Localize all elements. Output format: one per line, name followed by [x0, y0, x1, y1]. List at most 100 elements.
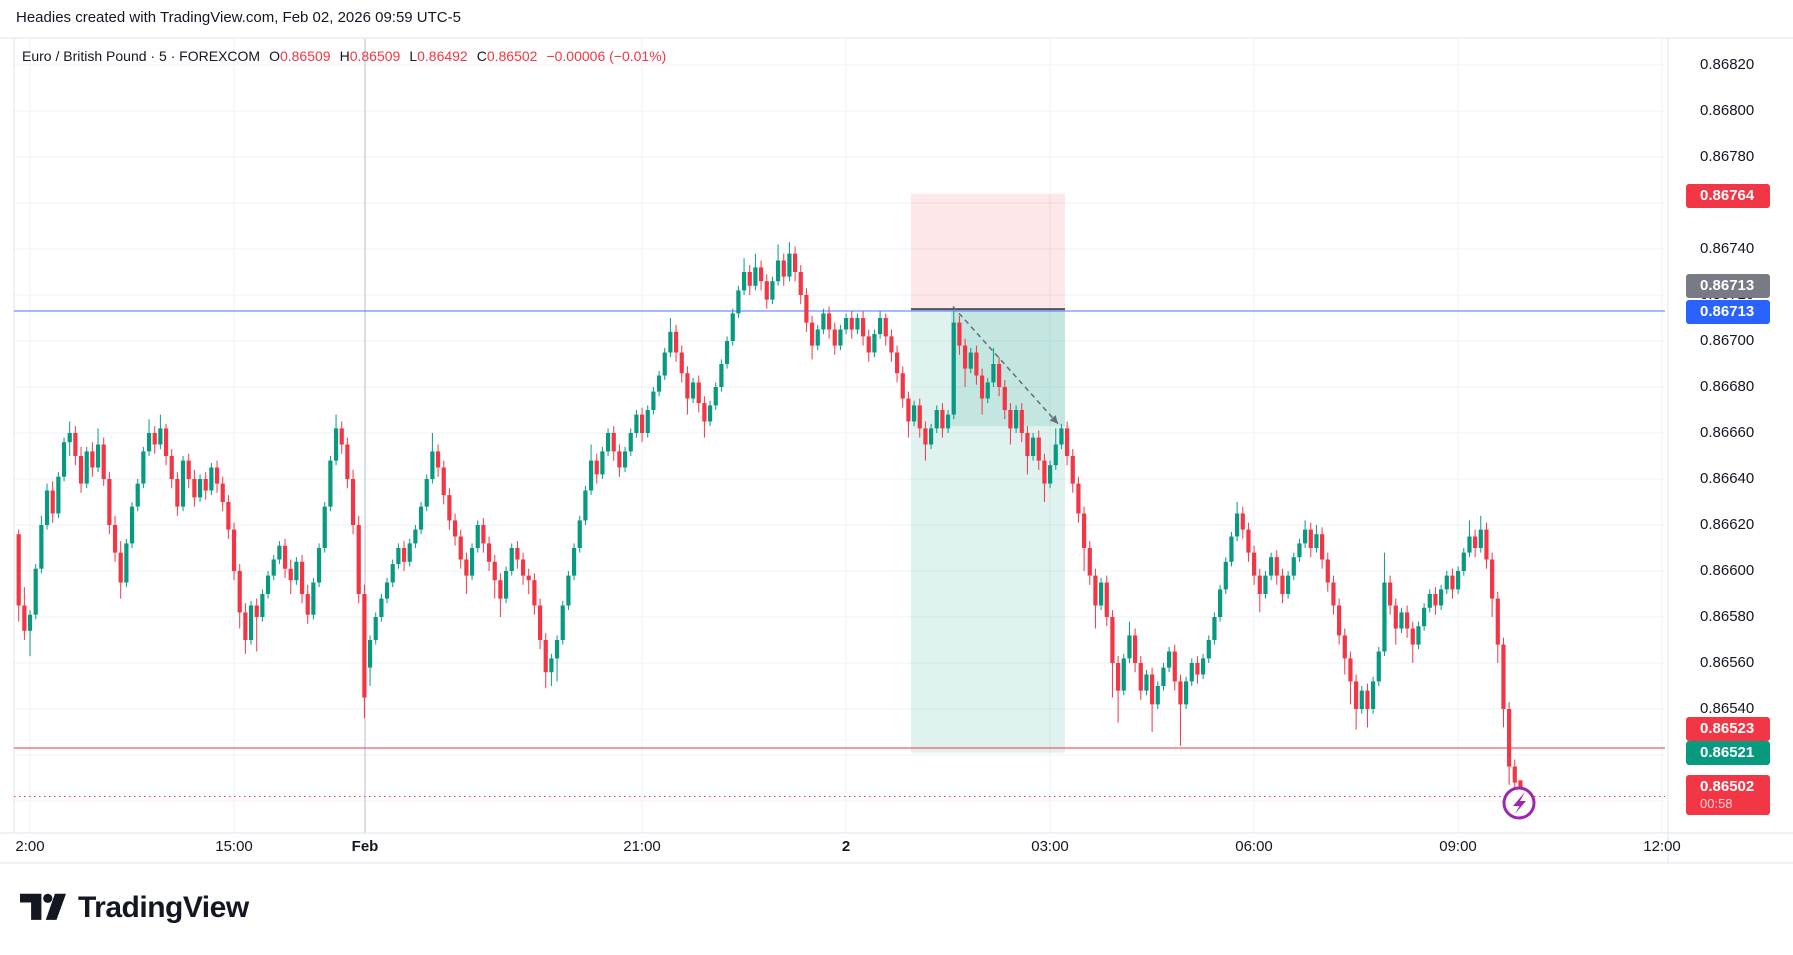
candle-body: [90, 451, 95, 468]
candle-body: [22, 605, 27, 631]
target-price-badge: 0.86521: [1686, 741, 1770, 765]
candle-body: [401, 548, 407, 562]
candle-body: [787, 253, 792, 277]
candle-body: [1201, 658, 1206, 675]
candle-body: [600, 451, 605, 475]
candle-body: [1206, 640, 1211, 659]
candle-body: [384, 582, 390, 599]
candle-body: [1178, 681, 1183, 705]
candle-body: [1110, 617, 1115, 663]
candle-body: [248, 605, 254, 640]
candle-body: [526, 575, 531, 581]
candle-body: [843, 318, 849, 330]
candle-body: [464, 559, 469, 576]
candle-body: [197, 479, 203, 498]
candle-body: [277, 545, 282, 560]
risk-box: [911, 193, 1065, 312]
candle-body: [1246, 529, 1251, 553]
candle-body: [1172, 651, 1177, 682]
candle-body: [1495, 598, 1500, 645]
candle-body: [1308, 529, 1313, 548]
candle-body: [447, 495, 452, 521]
candle-body: [1053, 444, 1058, 466]
candle-body: [622, 451, 628, 468]
candle-body: [974, 352, 979, 376]
candle-body: [203, 479, 208, 491]
candle-body: [724, 341, 730, 364]
time-tick-label: 12:00: [1643, 838, 1681, 855]
candle-body: [1229, 536, 1234, 562]
candle-body: [543, 640, 548, 673]
candle-body: [1388, 582, 1393, 606]
candle-body: [441, 467, 446, 496]
candle-body: [186, 460, 191, 479]
candle-body: [1354, 681, 1359, 709]
candle-body: [192, 479, 197, 498]
candle-body: [617, 451, 622, 468]
candle-body: [458, 536, 463, 560]
candle-body: [1393, 605, 1398, 629]
candle-body: [316, 548, 322, 583]
candle-body: [979, 375, 985, 399]
candle-body: [792, 253, 798, 272]
symbol-title: Euro / British Pound · 5 · FOREXCOM: [22, 48, 261, 64]
candle-body: [413, 529, 418, 544]
candle-body: [61, 442, 67, 477]
candle-body: [1127, 635, 1132, 659]
candle-body: [1189, 663, 1194, 682]
tradingview-logo-icon: [20, 893, 66, 920]
candle-body: [56, 476, 61, 514]
price-change: −0.00006 (−0.01%): [546, 48, 667, 64]
candle-body: [985, 382, 990, 399]
price-tick-label: 0.86780: [1700, 148, 1755, 165]
candle-body: [940, 410, 945, 429]
alert-line-badge: 0.86713: [1686, 300, 1770, 324]
candle-body: [957, 322, 962, 346]
candle-body: [1456, 571, 1461, 590]
candle-body: [832, 329, 837, 346]
candle-body: [1416, 626, 1421, 645]
price-tick-label: 0.86560: [1700, 654, 1755, 671]
candle-body: [549, 658, 554, 673]
candle-body: [1512, 766, 1517, 783]
candle-body: [1150, 674, 1155, 705]
candle-body: [911, 405, 917, 422]
candle-body: [1081, 513, 1087, 548]
trend-arrow-head: [1049, 415, 1058, 424]
candle-body: [1467, 536, 1472, 553]
candle-body: [1195, 663, 1200, 675]
candle-body: [1507, 709, 1512, 767]
candle-body: [1280, 575, 1285, 594]
candle-body: [662, 352, 667, 376]
candle-body: [1365, 690, 1370, 709]
candle-body: [67, 433, 72, 443]
candle-body: [1161, 667, 1166, 686]
candle-body: [345, 444, 350, 479]
candle-body: [50, 490, 55, 514]
candle-body: [430, 451, 435, 479]
candle-body: [945, 414, 951, 429]
candle-body: [1342, 635, 1347, 659]
candle-body: [1093, 575, 1098, 606]
candle-body: [1064, 428, 1070, 456]
price-tick-label: 0.86660: [1700, 424, 1755, 441]
candle-body: [736, 290, 741, 314]
candle-body: [1184, 681, 1189, 705]
candle-body: [373, 617, 378, 640]
candle-body: [396, 548, 401, 565]
tradingview-logo[interactable]: TradingView: [20, 890, 249, 926]
candle-body: [231, 529, 237, 571]
candle-body: [1399, 612, 1404, 629]
candle-body: [333, 428, 339, 461]
candle-body: [1286, 575, 1291, 594]
candle-body: [962, 345, 968, 369]
candle-body: [1252, 552, 1257, 576]
line-price-badge: 0.86523: [1686, 717, 1770, 741]
candle-body: [645, 410, 650, 433]
candle-body: [968, 352, 973, 369]
candle-body: [1405, 612, 1410, 629]
candle-body: [594, 460, 599, 475]
candle-body: [1076, 483, 1081, 514]
last-price-badge: 0.86502 00:58: [1686, 775, 1770, 815]
